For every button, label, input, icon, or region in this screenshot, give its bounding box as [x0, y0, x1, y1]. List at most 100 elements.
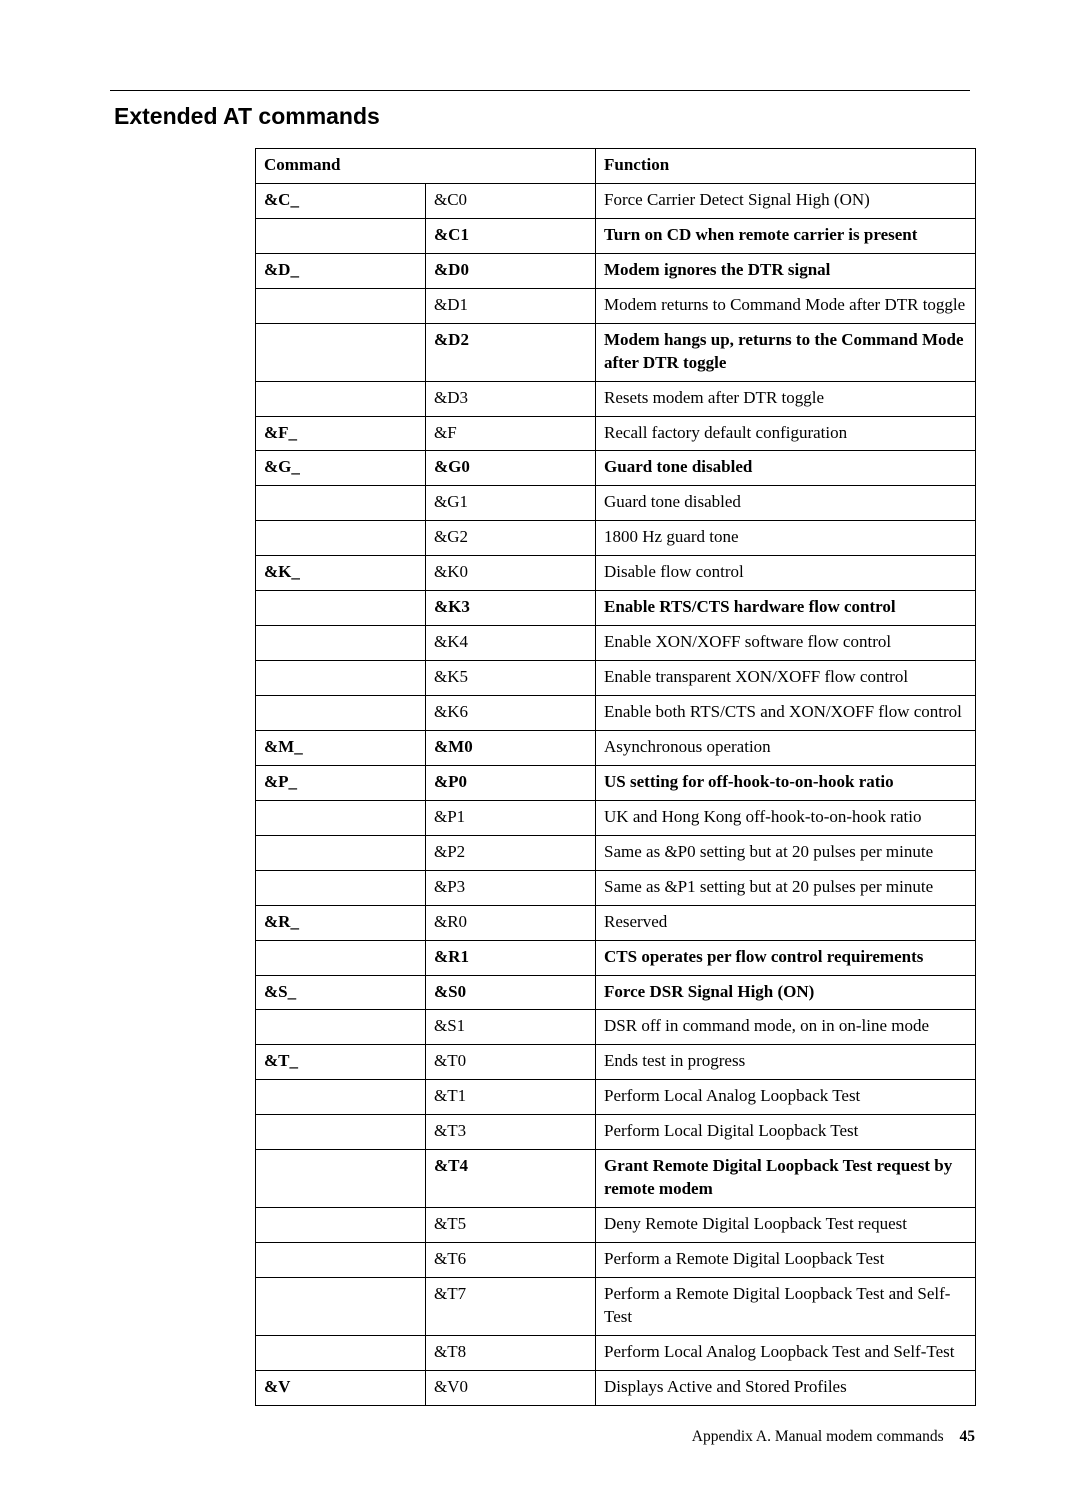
- cell-function: UK and Hong Kong off-hook-to-on-hook rat…: [596, 800, 976, 835]
- table-row: &T7Perform a Remote Digital Loopback Tes…: [256, 1277, 976, 1335]
- cell-command-group: &R_: [256, 905, 426, 940]
- table-row: &P2Same as &P0 setting but at 20 pulses …: [256, 835, 976, 870]
- cell-command-code: &K4: [426, 626, 596, 661]
- cell-command-group: [256, 486, 426, 521]
- cell-command-code: &D3: [426, 381, 596, 416]
- table-row: &T_&T0Ends test in progress: [256, 1045, 976, 1080]
- cell-function: Grant Remote Digital Loopback Test reque…: [596, 1150, 976, 1208]
- table-row: &G_&G0Guard tone disabled: [256, 451, 976, 486]
- cell-command-code: &T8: [426, 1335, 596, 1370]
- table-row: &F_&FRecall factory default configuratio…: [256, 416, 976, 451]
- cell-command-group: [256, 288, 426, 323]
- cell-command-group: [256, 1277, 426, 1335]
- cell-command-code: &P1: [426, 800, 596, 835]
- cell-function: Disable flow control: [596, 556, 976, 591]
- table-row: &K5Enable transparent XON/XOFF flow cont…: [256, 661, 976, 696]
- cell-command-group: &V: [256, 1370, 426, 1405]
- cell-function: Recall factory default configuration: [596, 416, 976, 451]
- commands-table: Command Function &C_&C0Force Carrier Det…: [255, 148, 976, 1406]
- cell-function: Same as &P1 setting but at 20 pulses per…: [596, 870, 976, 905]
- table-row: &T8Perform Local Analog Loopback Test an…: [256, 1335, 976, 1370]
- cell-function: Displays Active and Stored Profiles: [596, 1370, 976, 1405]
- cell-command-group: &S_: [256, 975, 426, 1010]
- cell-function: Same as &P0 setting but at 20 pulses per…: [596, 835, 976, 870]
- table-body: &C_&C0Force Carrier Detect Signal High (…: [256, 183, 976, 1405]
- cell-command-group: [256, 381, 426, 416]
- cell-command-code: &T1: [426, 1080, 596, 1115]
- page-footer: Appendix A. Manual modem commands 45: [255, 1406, 975, 1446]
- cell-command-code: &T7: [426, 1277, 596, 1335]
- cell-command-code: &K5: [426, 661, 596, 696]
- table-row: &S_&S0Force DSR Signal High (ON): [256, 975, 976, 1010]
- cell-command-group: [256, 940, 426, 975]
- table-row: &T6Perform a Remote Digital Loopback Tes…: [256, 1243, 976, 1278]
- table-row: &R1CTS operates per flow control require…: [256, 940, 976, 975]
- cell-function: Perform Local Analog Loopback Test: [596, 1080, 976, 1115]
- cell-command-code: &P0: [426, 765, 596, 800]
- cell-command-code: &D2: [426, 323, 596, 381]
- cell-command-group: [256, 870, 426, 905]
- cell-command-code: &S0: [426, 975, 596, 1010]
- cell-command-code: &V0: [426, 1370, 596, 1405]
- cell-command-code: &T0: [426, 1045, 596, 1080]
- cell-command-code: &K0: [426, 556, 596, 591]
- cell-function: Asynchronous operation: [596, 730, 976, 765]
- cell-function: Turn on CD when remote carrier is presen…: [596, 218, 976, 253]
- cell-command-group: [256, 218, 426, 253]
- footer-text: Appendix A. Manual modem commands: [692, 1428, 944, 1445]
- cell-command-group: &C_: [256, 183, 426, 218]
- cell-command-code: &R0: [426, 905, 596, 940]
- cell-command-group: &T_: [256, 1045, 426, 1080]
- cell-command-code: &T4: [426, 1150, 596, 1208]
- table-row: &K3Enable RTS/CTS hardware flow control: [256, 591, 976, 626]
- cell-function: Modem ignores the DTR signal: [596, 253, 976, 288]
- cell-command-code: &D1: [426, 288, 596, 323]
- cell-command-code: &K3: [426, 591, 596, 626]
- cell-command-code: &C1: [426, 218, 596, 253]
- top-rule: [110, 90, 970, 91]
- cell-command-code: &G0: [426, 451, 596, 486]
- cell-command-group: [256, 661, 426, 696]
- cell-function: Deny Remote Digital Loopback Test reques…: [596, 1208, 976, 1243]
- table-row: &M_&M0Asynchronous operation: [256, 730, 976, 765]
- cell-command-group: [256, 1335, 426, 1370]
- cell-function: Perform a Remote Digital Loopback Test a…: [596, 1277, 976, 1335]
- cell-function: Guard tone disabled: [596, 451, 976, 486]
- table-row: &D_&D0Modem ignores the DTR signal: [256, 253, 976, 288]
- cell-function: US setting for off-hook-to-on-hook ratio: [596, 765, 976, 800]
- table-row: &R_&R0Reserved: [256, 905, 976, 940]
- cell-command-code: &C0: [426, 183, 596, 218]
- table-row: &V&V0Displays Active and Stored Profiles: [256, 1370, 976, 1405]
- table-row: &P_&P0US setting for off-hook-to-on-hook…: [256, 765, 976, 800]
- cell-command-group: &G_: [256, 451, 426, 486]
- cell-function: 1800 Hz guard tone: [596, 521, 976, 556]
- cell-function: Modem returns to Command Mode after DTR …: [596, 288, 976, 323]
- cell-command-code: &T5: [426, 1208, 596, 1243]
- cell-function: CTS operates per flow control requiremen…: [596, 940, 976, 975]
- table-row: &T1Perform Local Analog Loopback Test: [256, 1080, 976, 1115]
- table-row: &D2Modem hangs up, returns to the Comman…: [256, 323, 976, 381]
- cell-command-group: [256, 1243, 426, 1278]
- cell-command-code: &P2: [426, 835, 596, 870]
- table-row: &D1Modem returns to Command Mode after D…: [256, 288, 976, 323]
- cell-command-code: &D0: [426, 253, 596, 288]
- table-row: &K4Enable XON/XOFF software flow control: [256, 626, 976, 661]
- table-row: &T3Perform Local Digital Loopback Test: [256, 1115, 976, 1150]
- cell-function: Perform a Remote Digital Loopback Test: [596, 1243, 976, 1278]
- page: Extended AT commands Command Function &C…: [0, 0, 1080, 1486]
- cell-command-code: &G2: [426, 521, 596, 556]
- cell-command-code: &K6: [426, 696, 596, 731]
- cell-command-group: [256, 323, 426, 381]
- cell-function: Resets modem after DTR toggle: [596, 381, 976, 416]
- footer-page-number: 45: [948, 1428, 976, 1445]
- cell-command-group: [256, 1010, 426, 1045]
- header-command: Command: [256, 149, 596, 184]
- cell-function: Ends test in progress: [596, 1045, 976, 1080]
- cell-command-code: &P3: [426, 870, 596, 905]
- table-row: &K6Enable both RTS/CTS and XON/XOFF flow…: [256, 696, 976, 731]
- cell-command-group: &K_: [256, 556, 426, 591]
- cell-command-group: [256, 800, 426, 835]
- cell-command-group: [256, 626, 426, 661]
- section-title: Extended AT commands: [114, 103, 970, 130]
- cell-command-group: [256, 521, 426, 556]
